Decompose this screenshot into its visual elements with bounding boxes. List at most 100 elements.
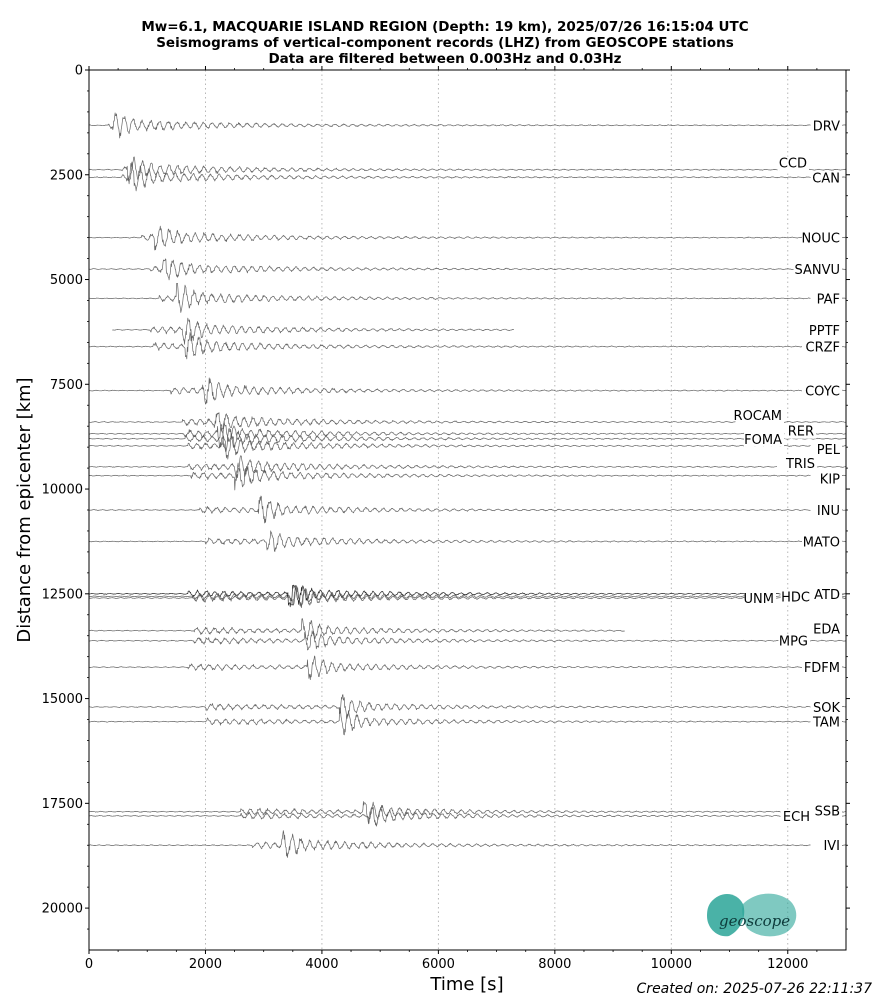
station-label-bg	[744, 592, 776, 606]
station-label-unm: UNM	[744, 592, 774, 607]
station-label-fdfm: FDFM	[804, 661, 840, 676]
trace-ssb	[89, 801, 847, 825]
station-label-bg	[802, 231, 842, 246]
station-label-rer: RER	[788, 425, 814, 440]
station-label-bg	[810, 622, 842, 637]
station-label-bg	[802, 535, 842, 550]
station-label-bg	[810, 119, 842, 134]
station-label-inu: INU	[817, 504, 840, 519]
x-tick-label-4000: 4000	[305, 957, 338, 972]
x-tick-label-8000: 8000	[538, 957, 571, 972]
y-tick-label-17500: 17500	[42, 797, 83, 812]
station-label-bg	[793, 263, 842, 278]
station-label-sanvu: SANVU	[794, 263, 840, 278]
trace-inu	[89, 495, 847, 524]
station-label-bg	[810, 504, 842, 518]
station-label-bg	[744, 432, 784, 447]
y-tick-label-2500: 2500	[50, 168, 83, 183]
x-tick-label-2000: 2000	[189, 957, 222, 972]
station-label-ivi: IVI	[823, 839, 840, 854]
station-label-mato: MATO	[803, 535, 840, 550]
chart-title: Mw=6.1, MACQUARIE ISLAND REGION (Depth: …	[141, 19, 748, 67]
station-label-coyc: COYC	[805, 385, 840, 400]
station-label-mpg: MPG	[779, 635, 808, 650]
trace-ivi	[89, 830, 847, 858]
y-tick-label-0: 0	[75, 64, 83, 79]
trace-crzf	[88, 332, 847, 360]
station-label-paf: PAF	[817, 292, 840, 307]
station-label-ccd: CCD	[779, 157, 807, 172]
trace-coyc	[88, 377, 847, 405]
trace-tam	[88, 707, 847, 736]
trace-nouc	[89, 225, 847, 251]
station-labels: DRV CCD CAN NOUC SANVU PAF PPTF CRZF COYC ROCAM RE…	[734, 119, 842, 854]
title-line-2: Seismograms of vertical-component record…	[156, 35, 734, 51]
trace-foma	[89, 424, 847, 452]
station-label-bg	[810, 587, 842, 602]
trace-pel	[89, 433, 847, 460]
x-tick-label-6000: 6000	[422, 957, 455, 972]
trace-mpg	[89, 630, 847, 651]
seismogram-traces	[88, 112, 847, 858]
station-label-foma: FOMA	[744, 433, 782, 448]
x-tick-label-0: 0	[85, 957, 93, 972]
trace-mato	[88, 530, 847, 552]
station-label-bg	[735, 409, 784, 423]
station-label-bg	[780, 590, 812, 605]
trace-kip	[88, 462, 847, 491]
station-label-bg	[810, 715, 842, 730]
station-label-bg	[810, 292, 842, 307]
axis-ticks: 0 2000 4000 6000 8000 10000 12000 0 2500 5000 7500…	[42, 64, 850, 972]
station-label-nouc: NOUC	[801, 232, 840, 247]
title-line-3: Data are filtered between 0.003Hz and 0.…	[268, 51, 621, 67]
x-tick-label-10000: 10000	[651, 957, 692, 972]
station-label-bg	[780, 809, 812, 824]
trace-paf	[89, 282, 847, 313]
geoscope-logo: geoscope	[707, 893, 797, 937]
trace-sanvu	[89, 258, 846, 281]
trace-unm	[88, 585, 847, 609]
station-label-bg	[810, 472, 842, 487]
trace-can	[89, 161, 847, 192]
y-tick-label-10000: 10000	[42, 483, 83, 498]
station-label-bg	[810, 804, 842, 819]
trace-eda	[89, 618, 625, 641]
station-label-atd: ATD	[814, 588, 840, 603]
station-label-hdc: HDC	[781, 590, 810, 605]
trace-rer	[88, 420, 846, 448]
trace-ccd	[88, 156, 847, 185]
station-label-tris: TRIS	[785, 457, 815, 472]
station-label-bg	[777, 456, 817, 471]
station-label-pptf: PPTF	[809, 324, 840, 339]
station-label-pel: PEL	[817, 443, 841, 458]
y-tick-label-15000: 15000	[42, 692, 83, 707]
station-label-bg	[784, 424, 816, 439]
station-label-tam: TAM	[812, 716, 840, 731]
station-label-eda: EDA	[813, 623, 840, 638]
station-label-bg	[810, 171, 842, 186]
station-label-bg	[810, 839, 842, 854]
y-axis-label: Distance from epicenter [km]	[14, 377, 35, 642]
x-tick-label-12000: 12000	[767, 957, 808, 972]
station-label-bg	[778, 634, 810, 649]
logo-globe-right	[742, 893, 797, 937]
station-label-bg	[802, 661, 842, 676]
station-label-bg	[802, 323, 842, 338]
logo-text: geoscope	[719, 912, 790, 930]
logo-globe-left	[707, 893, 745, 937]
station-label-sok: SOK	[813, 701, 840, 716]
trace-ech	[89, 806, 847, 827]
y-tick-label-7500: 7500	[50, 378, 83, 393]
station-label-ssb: SSB	[815, 805, 840, 820]
station-label-rocam: ROCAM	[734, 409, 782, 424]
title-line-1: Mw=6.1, MACQUARIE ISLAND REGION (Depth: …	[141, 19, 748, 35]
trace-sok	[88, 694, 847, 719]
trace-pptf	[112, 317, 515, 345]
trace-hdc	[88, 585, 847, 607]
station-label-ech: ECH	[783, 810, 810, 825]
station-label-bg	[802, 384, 842, 399]
x-axis-label: Time [s]	[429, 974, 503, 995]
trace-atd	[88, 584, 847, 608]
station-label-bg	[810, 700, 842, 715]
